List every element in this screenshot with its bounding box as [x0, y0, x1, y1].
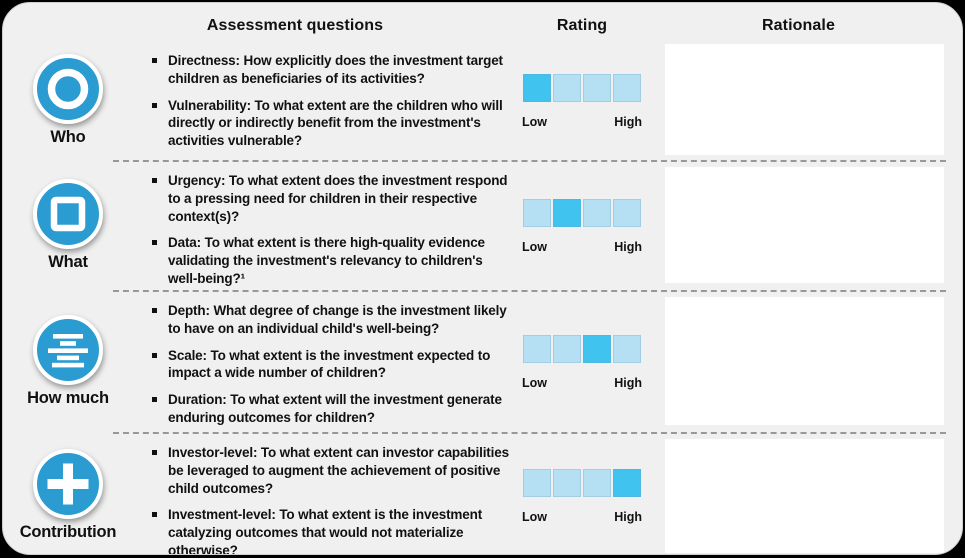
category-label-who: Who [50, 128, 86, 146]
how-much-rationale-cell [649, 291, 962, 433]
target-circle-icon [32, 53, 104, 125]
rationale-header: Rationale [762, 17, 835, 34]
rating-box-4[interactable] [613, 334, 641, 363]
what-category: What [3, 161, 133, 291]
high-label: High [614, 509, 642, 524]
question-duration: Duration: To what extent will the invest… [143, 391, 511, 427]
table-row-how-much: How much Depth: What degree of change is… [3, 290, 962, 433]
high-label: High [614, 114, 642, 129]
rationale-field[interactable] [665, 167, 944, 283]
question-depth: Depth: What degree of change is the inve… [143, 302, 511, 338]
contribution-questions: Investor-level: To what extent can inves… [133, 433, 515, 554]
rating-scale [523, 468, 641, 497]
question-scale: Scale: To what extent is the investment … [143, 347, 511, 383]
rating-box-3[interactable] [583, 73, 611, 102]
question-directness: Directness: How explicitly does the inve… [143, 52, 511, 88]
rating-box-3[interactable] [583, 334, 611, 363]
rating-header: Rating [556, 17, 608, 34]
rating-scale [523, 198, 641, 227]
low-label: Low [522, 114, 547, 129]
category-label-how-much: How much [27, 389, 109, 407]
who-questions: Directness: How explicitly does the inve… [133, 41, 515, 161]
rating-box-1[interactable] [523, 334, 551, 363]
high-label: High [614, 239, 642, 254]
question-investor-level: Investor-level: To what extent can inves… [143, 444, 511, 497]
rating-box-1[interactable] [523, 198, 551, 227]
question-urgency: Urgency: To what extent does the investm… [143, 172, 511, 225]
table-row-contribution: Contribution Investor-level: To what ext… [3, 432, 962, 554]
table-header-row: Assessment questions Rating Rationale [3, 3, 962, 41]
assessment-table: Assessment questions Rating Rationale Wh… [3, 3, 962, 554]
rating-box-1[interactable] [523, 73, 551, 102]
category-label-contribution: Contribution [19, 523, 117, 542]
rating-box-2[interactable] [553, 73, 581, 102]
table-row-who: Who Directness: How explicitly does the … [3, 41, 962, 161]
category-label-what: What [48, 253, 88, 271]
rating-scale-labels: Low High [522, 115, 642, 129]
table-row-what: What Urgency: To what extent does the in… [3, 160, 962, 291]
how-much-rating: Low High [515, 291, 649, 433]
who-rationale-cell [649, 41, 962, 161]
what-questions: Urgency: To what extent does the investm… [133, 161, 515, 291]
question-investment-level: Investment-level: To what extent is the … [143, 506, 511, 554]
contribution-rationale-cell [649, 433, 962, 554]
icon-column-header [3, 3, 133, 41]
rating-scale-labels: Low High [522, 240, 642, 254]
rating-box-4[interactable] [613, 73, 641, 102]
how-much-category: How much [3, 291, 133, 433]
contribution-category: Contribution [3, 433, 133, 554]
rating-box-2[interactable] [553, 198, 581, 227]
assessment-questions-header: Assessment questions [206, 17, 384, 34]
rating-box-2[interactable] [553, 334, 581, 363]
centered-bars-icon [32, 314, 104, 386]
rating-box-3[interactable] [583, 468, 611, 497]
what-rating: Low High [515, 161, 649, 291]
contribution-rating: Low High [515, 433, 649, 554]
high-label: High [614, 375, 642, 390]
rating-box-1[interactable] [523, 468, 551, 497]
rating-box-4[interactable] [613, 468, 641, 497]
rating-scale [523, 334, 641, 363]
square-outline-icon [32, 178, 104, 250]
who-category: Who [3, 41, 133, 161]
low-label: Low [522, 509, 547, 524]
rating-scale [523, 73, 641, 102]
what-rationale-cell [649, 161, 962, 291]
question-vulnerability: Vulnerability: To what extent are the ch… [143, 97, 511, 150]
low-label: Low [522, 239, 547, 254]
rating-scale-labels: Low High [522, 510, 642, 524]
how-much-questions: Depth: What degree of change is the inve… [133, 291, 515, 433]
rationale-field[interactable] [665, 297, 944, 425]
rating-box-3[interactable] [583, 198, 611, 227]
rationale-field[interactable] [665, 44, 944, 155]
rating-scale-labels: Low High [522, 376, 642, 390]
rationale-field[interactable] [665, 439, 944, 553]
plus-icon [32, 448, 104, 520]
low-label: Low [522, 375, 547, 390]
rating-box-2[interactable] [553, 468, 581, 497]
rating-box-4[interactable] [613, 198, 641, 227]
question-data: Data: To what extent is there high-quali… [143, 234, 511, 287]
who-rating: Low High [515, 41, 649, 161]
